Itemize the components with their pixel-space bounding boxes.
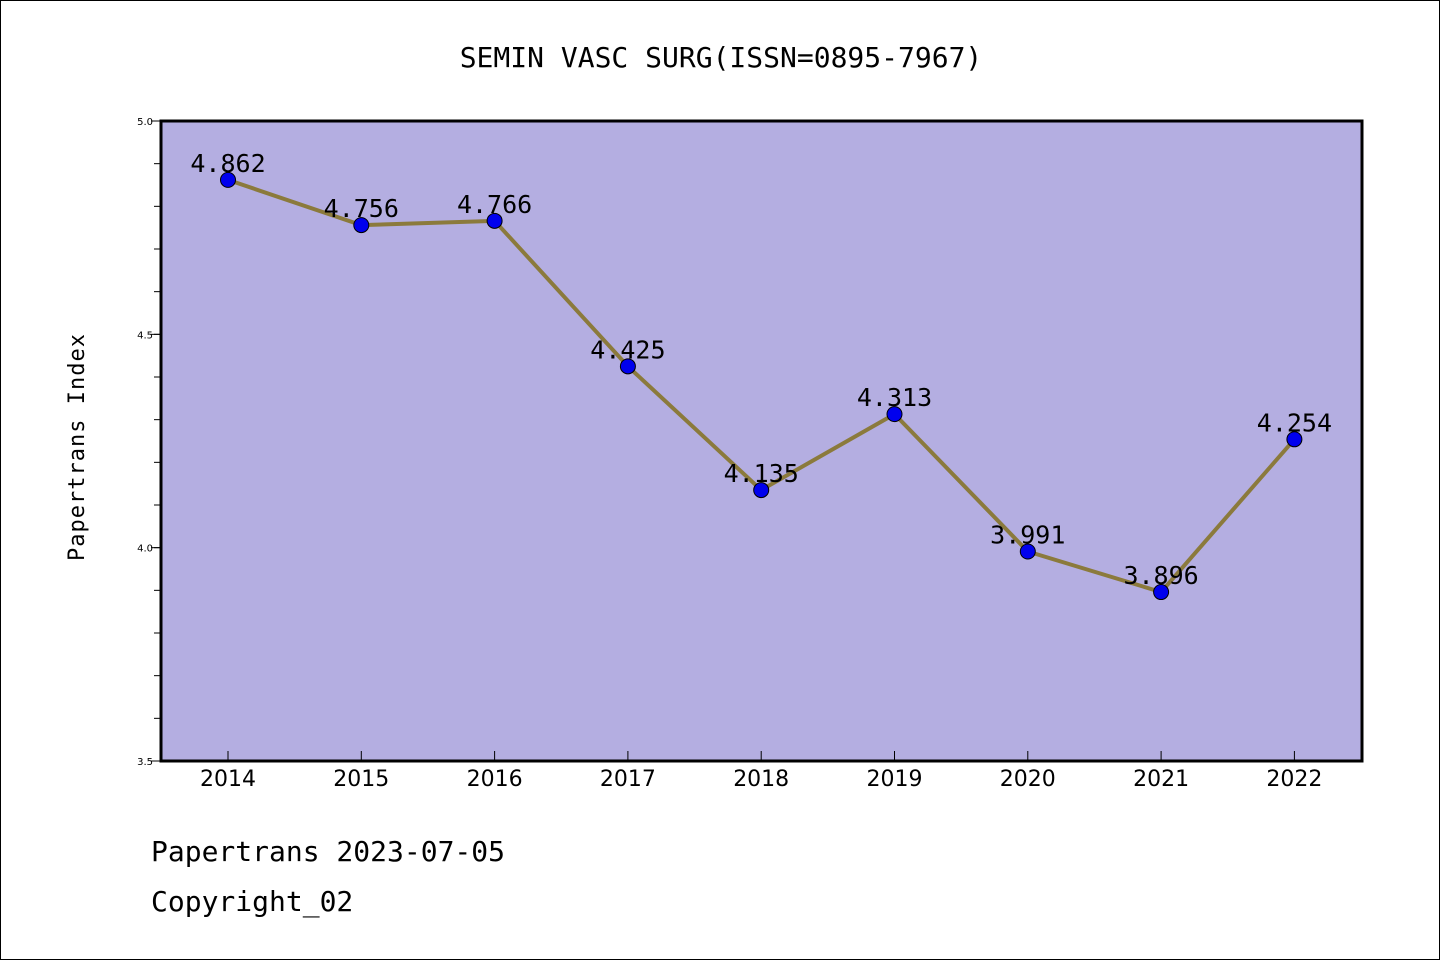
data-point-marker — [1286, 431, 1303, 448]
x-tick-label: 2015 — [333, 767, 389, 792]
data-label: 3.896 — [1123, 561, 1198, 590]
x-tick-label: 2016 — [467, 767, 523, 792]
x-tick-label: 2014 — [200, 767, 256, 792]
x-tick-label: 2021 — [1133, 767, 1189, 792]
data-label: 4.313 — [857, 383, 932, 412]
data-point-marker — [1153, 584, 1170, 601]
y-tick-label: 4.0 — [137, 544, 153, 555]
y-tick-label: 4.5 — [137, 330, 153, 341]
data-label: 4.862 — [190, 149, 265, 178]
plot-border — [159, 119, 1364, 763]
y-axis-label: Papertrans Index — [65, 333, 90, 561]
y-tick-label: 5.0 — [137, 117, 153, 128]
data-labels: 4.862 4.756 4.766 4.425 4.135 4.313 3.991 3.896… — [190, 149, 1332, 590]
data-point-marker — [1019, 543, 1036, 560]
data-point-marker — [619, 358, 636, 375]
x-tick-label: 2017 — [600, 767, 656, 792]
data-label: 4.135 — [724, 459, 799, 488]
y-minor-ticks — [154, 120, 160, 762]
data-point-marker — [353, 217, 370, 234]
x-tick-label: 2018 — [733, 767, 789, 792]
series-markers — [220, 171, 1303, 601]
y-axis-ticks: 3.5 4.0 4.5 5.0 — [137, 117, 160, 768]
data-point-marker — [220, 171, 236, 188]
data-label: 3.991 — [990, 521, 1065, 550]
data-label: 4.254 — [1257, 408, 1332, 437]
chart-title: SEMIN VASC SURG(ISSN=0895-7967) — [460, 41, 983, 74]
footer-date: Papertrans 2023-07-05 — [151, 835, 506, 868]
data-label: 4.756 — [324, 194, 399, 223]
data-label: 4.766 — [457, 190, 532, 219]
x-tick-label: 2019 — [867, 767, 923, 792]
x-tick-label: 2020 — [1000, 767, 1056, 792]
y-tick-label: 3.5 — [137, 757, 153, 768]
x-tick-label: 2022 — [1266, 767, 1322, 792]
data-point-marker — [753, 482, 770, 499]
data-label: 4.425 — [590, 335, 665, 364]
data-point-marker — [886, 406, 903, 423]
data-point-marker — [486, 212, 503, 229]
x-axis-ticks: 2014 2015 2016 2017 2018 2019 2020 2021 2022 — [200, 751, 1322, 792]
footer-copyright: Copyright_02 — [151, 885, 354, 918]
